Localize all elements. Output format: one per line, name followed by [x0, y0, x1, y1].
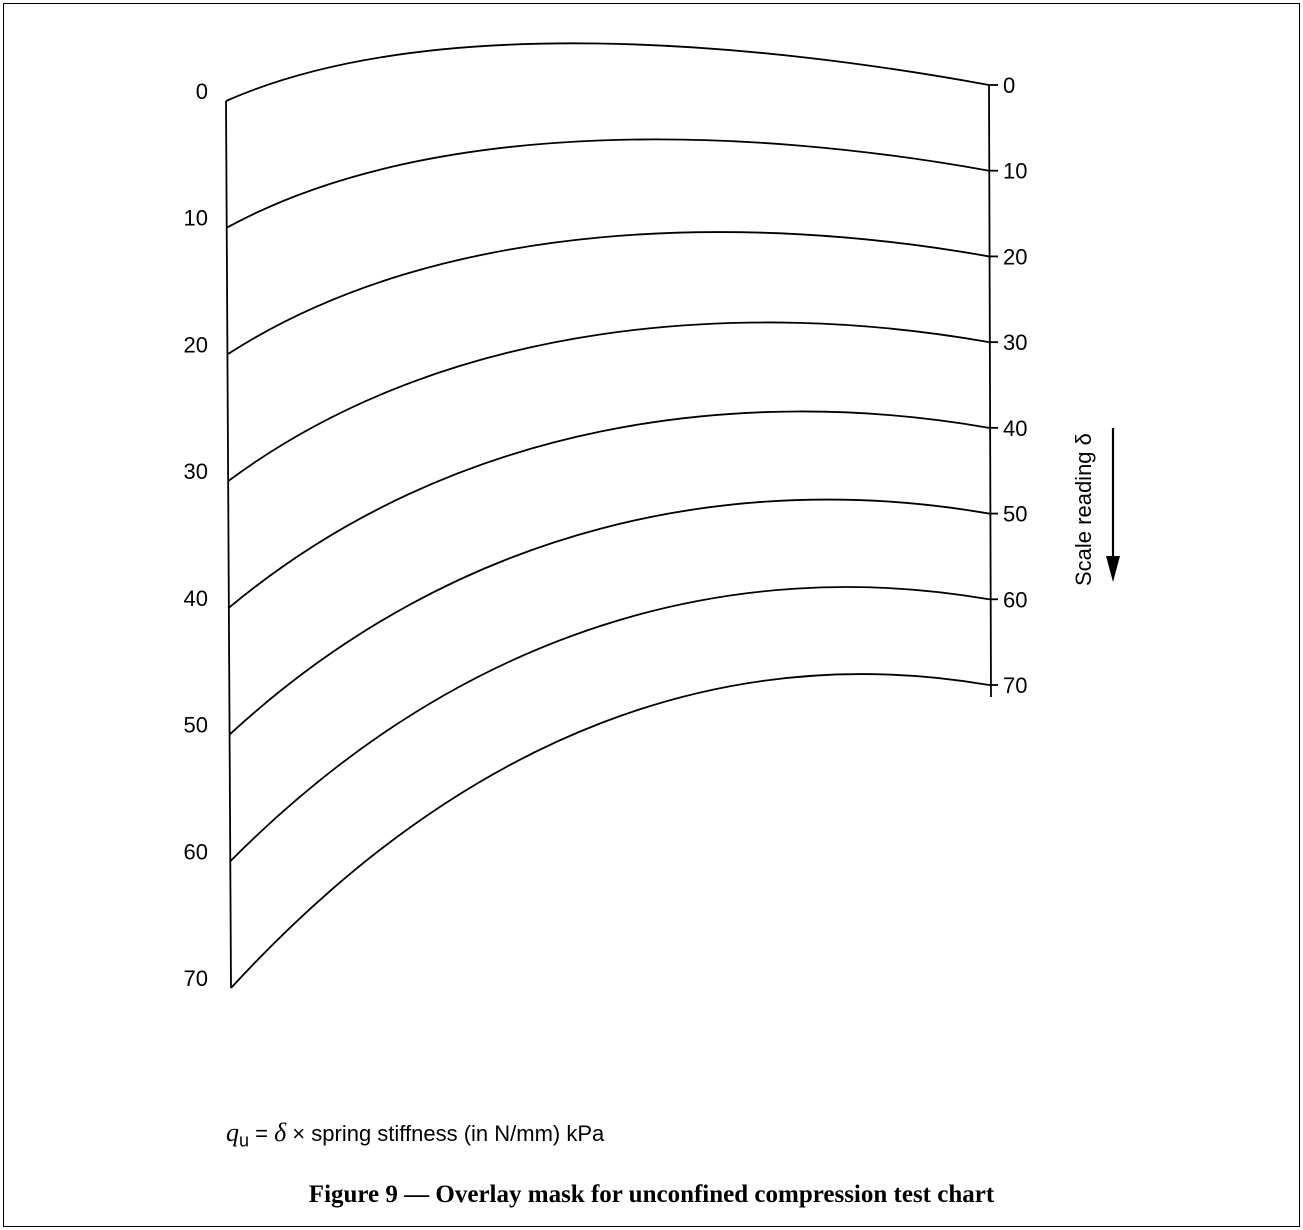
left-scale: 0 10 20 30 40 50 60 70	[184, 79, 208, 991]
formula-subscript: u	[239, 1130, 250, 1151]
scale-curve-10	[226, 138, 990, 229]
left-tick-label: 40	[184, 586, 208, 611]
formula-equals: =	[249, 1121, 275, 1146]
scale-curve-60	[229, 586, 990, 862]
scale-curve-0	[225, 42, 990, 102]
right-scale-line	[988, 84, 992, 698]
left-tick-label: 50	[184, 713, 208, 738]
left-boundary-line	[225, 100, 232, 989]
right-tick-label: 60	[1003, 587, 1027, 612]
scale-curve-40	[228, 410, 990, 609]
left-tick-label: 30	[184, 459, 208, 484]
scale-reading-label: Scale reading δ	[1071, 433, 1096, 586]
left-tick-label: 0	[196, 79, 208, 104]
right-tick-label: 20	[1003, 244, 1027, 269]
left-tick-label: 60	[184, 839, 208, 864]
right-tick-label: 50	[1003, 502, 1027, 527]
scale-curve-20	[226, 231, 990, 356]
right-tick-label: 10	[1003, 159, 1027, 184]
right-tick-label: 30	[1003, 330, 1027, 355]
right-tick-label: 40	[1003, 416, 1027, 441]
figure-frame	[3, 3, 1300, 1227]
formula-symbol: q	[226, 1118, 239, 1147]
formula-delta: δ	[274, 1118, 287, 1147]
left-tick-label: 10	[184, 206, 208, 231]
left-tick-label: 20	[184, 332, 208, 357]
formula: qu = δ × spring stiffness (in N/mm) kPa	[226, 1118, 604, 1151]
scale-curve-50	[228, 498, 990, 736]
figure-caption: Figure 9 — Overlay mask for unconfined c…	[308, 1181, 995, 1208]
formula-text: × spring stiffness (in N/mm) kPa	[286, 1121, 605, 1146]
scale-curve-30	[227, 321, 990, 482]
left-tick-label: 70	[184, 966, 208, 991]
curve-group	[225, 42, 990, 989]
right-tick-label: 0	[1003, 73, 1015, 98]
right-tick-label: 70	[1003, 673, 1027, 698]
scale-curve-70	[230, 673, 990, 989]
right-scale: 0 10 20 30 40 50 60 70	[989, 73, 1027, 698]
down-arrow-icon	[1106, 556, 1120, 582]
